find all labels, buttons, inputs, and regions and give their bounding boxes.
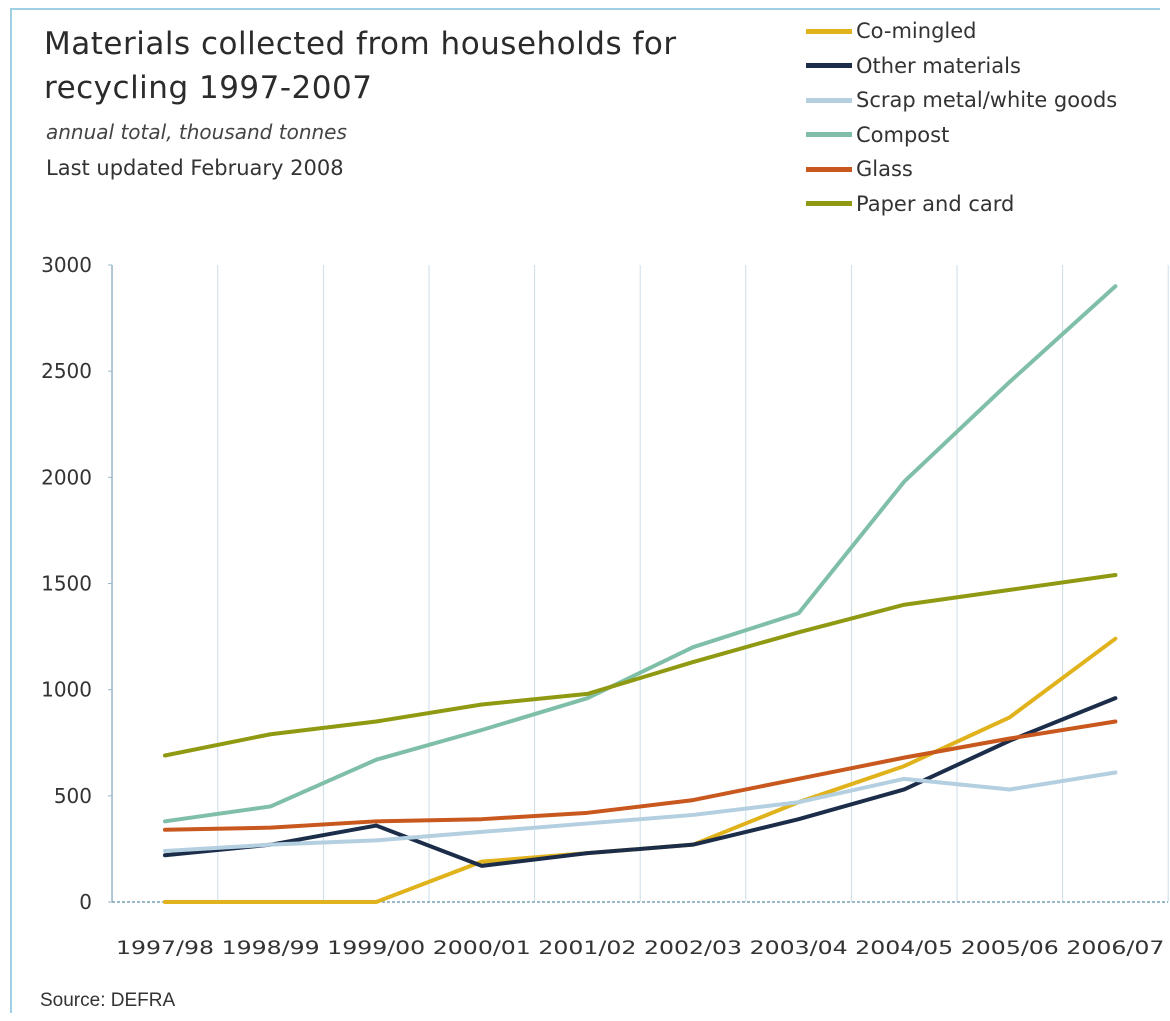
source-note: Source: DEFRA xyxy=(40,990,175,1012)
x-tick-label: 2004/05 xyxy=(855,937,953,959)
y-tick-label: 500 xyxy=(54,784,92,808)
x-tick-label: 2000/01 xyxy=(433,937,531,959)
x-tick-label: 2002/03 xyxy=(644,937,742,959)
x-tick-label: 2006/07 xyxy=(1066,937,1164,959)
x-tick-label: 2003/04 xyxy=(750,937,848,959)
y-tick-label: 2500 xyxy=(41,359,92,383)
y-tick-label: 1000 xyxy=(41,678,92,702)
y-tick-label: 3000 xyxy=(41,253,92,277)
y-tick-label: 1500 xyxy=(41,572,92,596)
x-tick-label: 2001/02 xyxy=(538,937,636,959)
y-tick-label: 0 xyxy=(79,890,92,914)
y-tick-label: 2000 xyxy=(41,465,92,489)
x-tick-label: 2005/06 xyxy=(961,937,1059,959)
x-tick-label: 1998/99 xyxy=(222,937,320,959)
x-tick-label: 1997/98 xyxy=(116,937,214,959)
x-tick-label: 1999/00 xyxy=(327,937,425,959)
